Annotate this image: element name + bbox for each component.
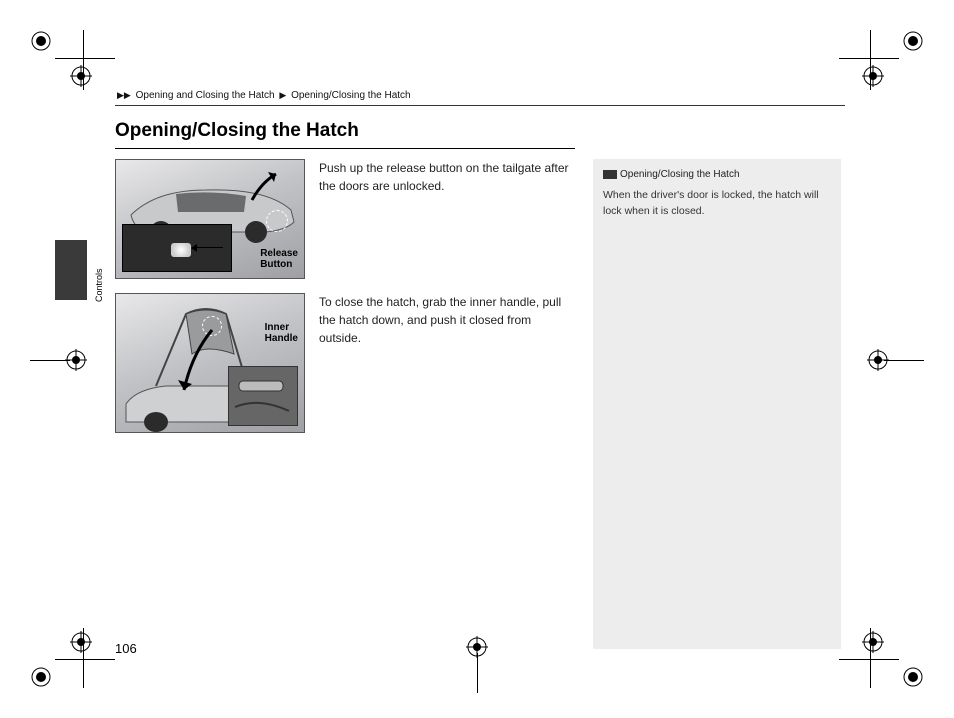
- figure-row: Release Button Push up the release butto…: [115, 159, 575, 279]
- figure-row: Inner Handle To close the hatch, grab th…: [115, 293, 575, 433]
- breadcrumb-arrow-icon: ▶▶: [117, 90, 131, 100]
- registration-target-icon: [30, 666, 52, 688]
- registration-target-icon: [862, 631, 884, 653]
- breadcrumb: ▶▶ Opening and Closing the Hatch ▶ Openi…: [115, 90, 845, 101]
- page-content: ▶▶ Opening and Closing the Hatch ▶ Openi…: [115, 90, 845, 649]
- registration-mid-left: [25, 335, 75, 385]
- breadcrumb-segment: Opening/Closing the Hatch: [291, 90, 411, 101]
- swing-arrow-icon: [244, 168, 284, 208]
- figure-release-button: Release Button: [115, 159, 305, 279]
- registration-target-icon: [70, 631, 92, 653]
- sidebar-heading: Opening/Closing the Hatch: [603, 167, 831, 182]
- registration-target-icon: [902, 666, 924, 688]
- release-button-highlight: [171, 243, 191, 257]
- figure-inset: [228, 366, 298, 426]
- sidebar-note: Opening/Closing the Hatch When the drive…: [593, 159, 841, 649]
- figure-label: Inner Handle: [265, 322, 298, 344]
- registration-mid-right: [879, 335, 929, 385]
- swing-arrow-icon: [174, 324, 224, 404]
- section-tab-label: Controls: [94, 268, 104, 302]
- figure-label: Release Button: [260, 248, 298, 270]
- registration-mid-bottom: [452, 648, 502, 698]
- registration-target-icon: [70, 65, 92, 87]
- highlight-circle-icon: [266, 210, 288, 232]
- registration-target-icon: [862, 65, 884, 87]
- figure-inner-handle: Inner Handle: [115, 293, 305, 433]
- section-tab: [55, 240, 87, 300]
- pointer-arrow-icon: [195, 247, 223, 248]
- sidebar-marker-icon: [603, 170, 617, 179]
- title-rule: [115, 148, 575, 149]
- left-column: Release Button Push up the release butto…: [115, 159, 575, 649]
- page-title: Opening/Closing the Hatch: [115, 120, 845, 142]
- breadcrumb-arrow-icon: ▶: [279, 90, 286, 100]
- figure-caption: To close the hatch, grab the inner handl…: [319, 293, 569, 433]
- rule: [115, 105, 845, 106]
- manual-page: Controls ▶▶ Opening and Closing the Hatc…: [0, 0, 954, 718]
- sidebar-body: When the driver's door is locked, the ha…: [603, 188, 831, 220]
- registration-target-icon: [902, 30, 924, 52]
- page-number: 106: [115, 641, 137, 656]
- figure-inset: [122, 224, 232, 272]
- breadcrumb-segment: Opening and Closing the Hatch: [136, 90, 275, 101]
- registration-target-icon: [30, 30, 52, 52]
- figure-caption: Push up the release button on the tailga…: [319, 159, 569, 279]
- main-columns: Release Button Push up the release butto…: [115, 159, 845, 649]
